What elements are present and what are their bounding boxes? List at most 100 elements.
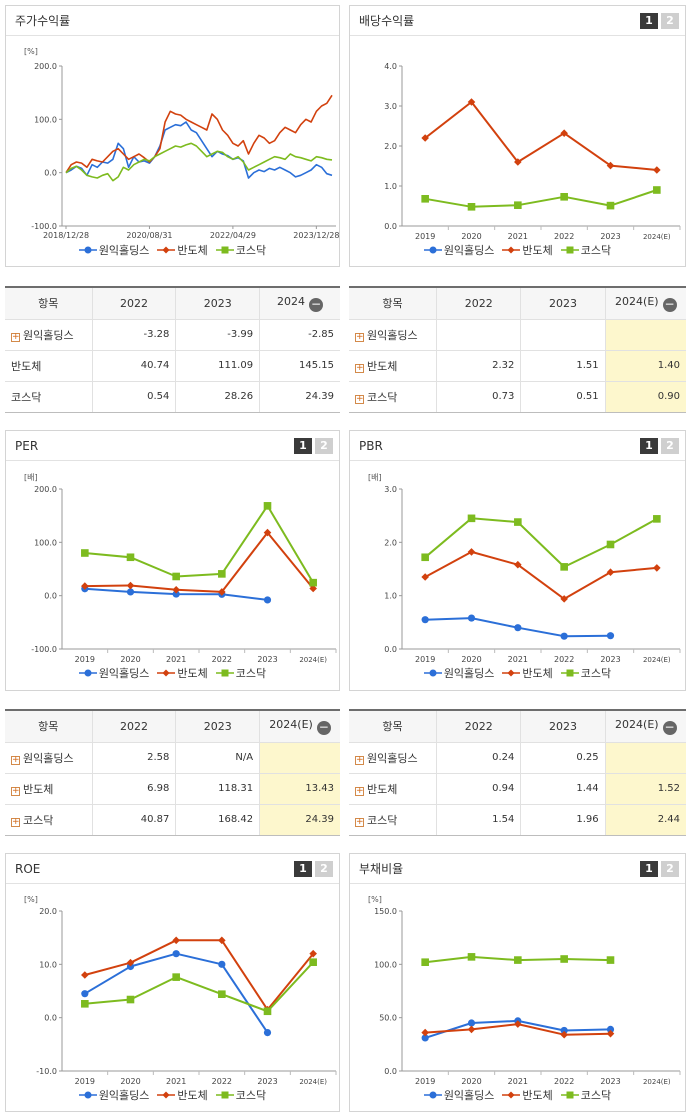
- expand-icon[interactable]: +: [355, 362, 364, 373]
- x-tick-label: 2018/12/28: [43, 231, 89, 240]
- y-tick-label: 150.0: [374, 907, 397, 916]
- tab-1[interactable]: 1: [294, 438, 312, 454]
- row-label[interactable]: + 원익홀딩스: [5, 319, 93, 351]
- y-tick-label: 0.0: [384, 222, 397, 231]
- legend-label: 반도체: [177, 667, 208, 680]
- data-point-wonik: [218, 960, 226, 968]
- row-label[interactable]: + 코스닥: [355, 813, 398, 827]
- data-point-semi: [606, 568, 615, 576]
- tab-2[interactable]: 2: [661, 13, 679, 29]
- legend-label: 코스닥: [580, 244, 612, 257]
- panel-title: ROE: [6, 854, 339, 884]
- expand-icon[interactable]: +: [355, 785, 364, 796]
- expand-icon[interactable]: +: [11, 754, 20, 765]
- row-label[interactable]: + 원익홀딩스: [5, 742, 93, 774]
- data-point-semi: [172, 936, 180, 945]
- data-point-semi: [421, 1028, 429, 1037]
- collapse-icon[interactable]: −: [662, 296, 677, 312]
- y-tick-label: 100.0: [374, 960, 397, 969]
- series-line-kosdaq: [65, 142, 333, 182]
- y-tick-label: 20.0: [39, 907, 57, 916]
- table-cell: 2.44: [604, 804, 686, 835]
- expand-icon[interactable]: +: [11, 816, 20, 827]
- table-cell: N/A: [175, 742, 260, 774]
- row-label[interactable]: + 코스닥: [355, 390, 398, 404]
- data-point-wonik: [560, 632, 568, 640]
- series-line-wonik: [84, 952, 269, 1034]
- tab-2[interactable]: 2: [315, 861, 333, 877]
- data-point-semi: [172, 586, 180, 594]
- table-cell: 28.26: [175, 381, 260, 412]
- table-cell: 1.44: [520, 773, 606, 805]
- expand-icon[interactable]: +: [355, 816, 364, 827]
- legend-kosdaq-icon: [560, 669, 579, 677]
- table-row: 반도체 40.74 111.09 145.15: [5, 350, 340, 382]
- table-cell: -2.85: [259, 319, 340, 351]
- tab-1[interactable]: 1: [294, 861, 312, 877]
- row-label[interactable]: + 반도체: [5, 773, 93, 805]
- table-cell: 118.31: [175, 773, 260, 805]
- legend-item-semi: 반도체: [502, 1087, 553, 1103]
- legend-item-kosdaq: 코스닥: [215, 1087, 267, 1103]
- expand-icon[interactable]: +: [11, 331, 20, 342]
- collapse-icon[interactable]: −: [316, 719, 331, 735]
- y-tick-label: -100.0: [31, 222, 57, 231]
- table-header: 항목 2022 2023 2024−: [5, 288, 340, 320]
- tab-2[interactable]: 2: [661, 438, 679, 454]
- expand-icon[interactable]: +: [11, 785, 20, 796]
- table-cell: 1.96: [520, 804, 606, 835]
- legend-item-kosdaq: 코스닥: [560, 665, 612, 681]
- table-cell: 0.25: [520, 742, 606, 774]
- tab-2[interactable]: 2: [315, 438, 333, 454]
- data-point-kosdaq: [421, 195, 429, 203]
- table-cell: 0.94: [436, 773, 521, 805]
- row-label[interactable]: + 코스닥: [11, 813, 54, 827]
- legend-item-kosdaq: 코스닥: [560, 1087, 611, 1103]
- row-label[interactable]: + 원익홀딩스: [349, 319, 437, 351]
- row-label[interactable]: + 원익홀딩스: [349, 742, 437, 774]
- pbr-chart: 3.0 2.0 1.0 0.0 2019 2020 2021 2022 2023 2024(E): [384, 485, 681, 664]
- chart-legend: 원익홀딩스 반도체 코스닥: [350, 1087, 685, 1103]
- data-point-semi: [467, 98, 476, 106]
- tab-1[interactable]: 1: [640, 861, 658, 877]
- column-header: 2023: [520, 711, 606, 743]
- row-label[interactable]: + 반도체: [349, 350, 437, 382]
- data-point-semi: [653, 564, 661, 572]
- legend-item-semi: 반도체: [502, 242, 553, 258]
- legend-item-semi: 반도체: [157, 665, 208, 681]
- legend-wonik-icon: [423, 669, 442, 677]
- legend-label: 코스닥: [580, 667, 612, 680]
- collapse-icon[interactable]: −: [662, 719, 677, 735]
- tab-1[interactable]: 1: [640, 438, 658, 454]
- panel-title: 주가수익률: [6, 6, 339, 36]
- table-header: 항목 2022 2023 2024(E) −: [349, 711, 686, 743]
- expand-icon[interactable]: +: [355, 393, 364, 404]
- tab-1[interactable]: 1: [640, 13, 658, 29]
- table-row: + 반도체 6.98 118.31 13.43: [5, 773, 340, 805]
- expand-icon[interactable]: +: [355, 754, 364, 765]
- data-point-wonik: [606, 1025, 615, 1033]
- column-header: 2022: [91, 288, 176, 320]
- legend-label: 코스닥: [235, 1089, 267, 1102]
- table-row: + 원익홀딩스 -3.28 -3.99 -2.85: [5, 319, 340, 351]
- legend-kosdaq-icon: [560, 1091, 579, 1099]
- expand-icon[interactable]: +: [355, 331, 364, 342]
- data-point-semi: [653, 166, 661, 174]
- panel-title: PBR: [350, 431, 685, 461]
- legend-wonik-icon: [423, 1091, 442, 1099]
- legend-item-wonik: 원익홀딩스: [78, 665, 149, 681]
- table-cell: 1.51: [520, 350, 606, 382]
- collapse-icon[interactable]: −: [309, 296, 324, 312]
- x-tick-label: 2024(E): [299, 656, 327, 664]
- legend-label: 원익홀딩스: [98, 244, 150, 257]
- y-tick-label: 0.0: [44, 1014, 57, 1023]
- data-point-wonik: [421, 616, 429, 624]
- dividend-chart: 4.0 3.0 2.0 1.0 0.0 2019 2020 2021 2022 2023 2024(…: [384, 62, 681, 241]
- row-label[interactable]: + 반도체: [349, 773, 437, 805]
- y-tick-label: -10.0: [36, 1067, 57, 1076]
- tab-2[interactable]: 2: [661, 861, 679, 877]
